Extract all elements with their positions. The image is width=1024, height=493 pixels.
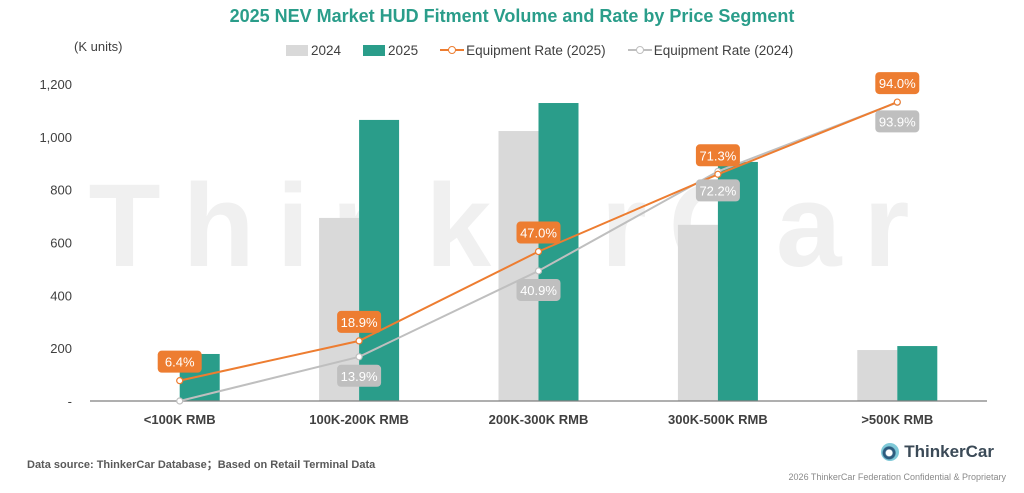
data-label: 40.9%: [516, 278, 561, 301]
legend-label: 2025: [388, 42, 419, 58]
data-label-text: 18.9%: [341, 315, 378, 330]
legend-label: Equipment Rate (2025): [466, 42, 606, 58]
bar-2025[interactable]: [717, 161, 758, 401]
legend-label: 2024: [311, 42, 342, 58]
legend-item-2024[interactable]: 2024: [286, 43, 341, 58]
data-label: 94.0%: [875, 72, 920, 95]
legend-swatch-rate-2025: [440, 44, 465, 56]
bar-2024[interactable]: [498, 131, 539, 401]
legend-swatch-rate-2024: [627, 44, 652, 56]
y-tick-label: 400: [50, 288, 72, 303]
data-source-note: Data source: ThinkerCar Database；Based o…: [27, 459, 376, 471]
x-tick-label: 100K-200K RMB: [309, 412, 409, 427]
bar-2024[interactable]: [677, 224, 718, 401]
brand-logo: ThinkerCar: [881, 442, 994, 462]
line-point[interactable]: [355, 353, 363, 361]
data-label-text: 47.0%: [520, 226, 557, 241]
y-axis-unit-label: (K units): [74, 39, 123, 54]
legend-swatch-2025: [363, 44, 386, 56]
data-label-box: [516, 278, 561, 301]
line-point[interactable]: [534, 247, 543, 256]
y-tick-label: -: [68, 394, 72, 409]
x-tick-label: 300K-500K RMB: [668, 412, 768, 427]
data-label-box: [157, 350, 202, 373]
line-point[interactable]: [176, 397, 184, 405]
y-tick-label: 1,200: [39, 77, 72, 92]
line-point[interactable]: [893, 98, 901, 106]
line-point[interactable]: [714, 170, 722, 178]
data-label-text: 13.9%: [341, 369, 378, 384]
x-tick-label: >500K RMB: [861, 412, 933, 427]
data-label-text: 94.0%: [879, 76, 916, 91]
chart-legend: 2024 2025 Equipment Rate (2025) Equipmen…: [286, 40, 815, 60]
data-label-box: [337, 364, 382, 387]
legend-item-2025[interactable]: 2025: [363, 43, 418, 58]
legend-item-rate-2024[interactable]: Equipment Rate (2024): [627, 42, 794, 58]
data-label-text: 93.9%: [879, 114, 916, 129]
data-label-text: 40.9%: [520, 283, 557, 298]
data-label-box: [516, 221, 561, 244]
chart-title: 2025 NEV Market HUD Fitment Volume and R…: [229, 6, 795, 26]
thinkercar-logo-icon: [881, 443, 900, 461]
data-label: 72.2%: [695, 179, 740, 202]
data-label-text: 71.3%: [699, 148, 736, 163]
data-label: 47.0%: [516, 221, 561, 244]
data-label: 6.4%: [157, 350, 202, 373]
data-label: 71.3%: [695, 144, 740, 167]
x-tick-label: <100K RMB: [144, 412, 216, 427]
bar-2025[interactable]: [897, 346, 938, 401]
line-point[interactable]: [176, 377, 184, 385]
y-tick-label: 800: [50, 183, 72, 198]
line-point[interactable]: [355, 337, 363, 345]
copyright-notice: 2026 ThinkerCar Federation Confidential …: [788, 472, 1006, 482]
y-tick-label: 200: [50, 341, 72, 356]
legend-item-rate-2025[interactable]: Equipment Rate (2025): [440, 43, 606, 58]
bar-2024[interactable]: [857, 350, 898, 401]
y-tick-label: 600: [50, 236, 72, 251]
data-label-text: 6.4%: [165, 355, 195, 370]
brand-name: ThinkerCar: [904, 442, 994, 461]
legend-label: Equipment Rate (2024): [653, 42, 794, 58]
data-label-box: [337, 310, 382, 333]
data-label-box: [695, 179, 740, 202]
legend-swatch-2024: [286, 44, 308, 56]
data-label-box: [875, 110, 920, 133]
y-tick-label: 1,000: [39, 130, 72, 145]
data-label: 18.9%: [337, 310, 382, 333]
data-label: 13.9%: [337, 364, 382, 387]
x-tick-label: 200K-300K RMB: [489, 412, 589, 427]
line-point[interactable]: [534, 267, 543, 275]
data-label-box: [695, 144, 740, 167]
bar-2025[interactable]: [359, 119, 400, 401]
data-label-text: 72.2%: [699, 183, 736, 198]
data-label: 93.9%: [875, 110, 920, 133]
data-label-box: [875, 72, 920, 95]
